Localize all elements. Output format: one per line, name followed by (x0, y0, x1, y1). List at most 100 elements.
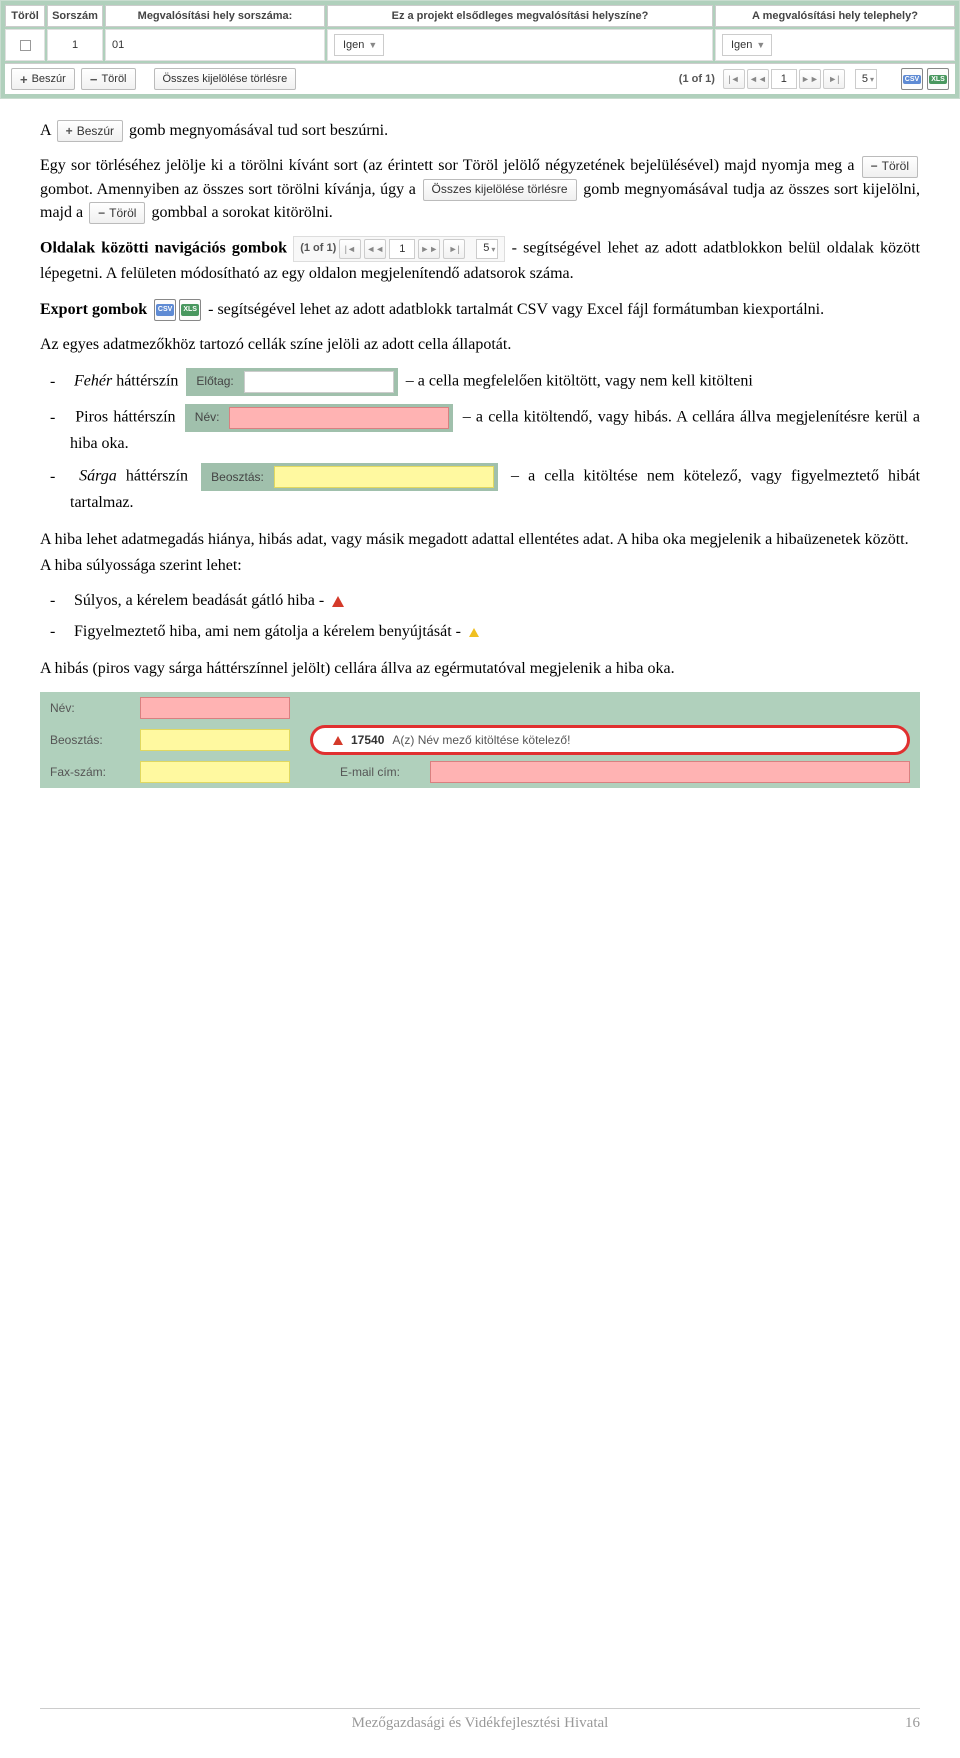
dropdown-telephely[interactable]: Igen▼ (722, 34, 772, 56)
th-hely: Megvalósítási hely sorszáma: (105, 5, 325, 27)
paragraph-error-desc: A hiba lehet adatmegadás hiánya, hibás a… (40, 528, 920, 551)
field-input-red[interactable] (229, 407, 449, 429)
export-icons: CSV XLS (901, 68, 949, 90)
inline-export-icons: CSV XLS (154, 299, 201, 321)
pager: (1 of 1) |◄ ◄◄ 1 ►► ►| 5▾ (673, 69, 877, 89)
text-span: - segítségével lehet az adott adatblokk … (208, 301, 824, 318)
field-label: Név: (185, 409, 230, 426)
text-span: gomb megnyomásával tud sort beszúrni. (129, 122, 388, 139)
text-span: Figyelmeztető hiba, ami nem gátolja a ké… (74, 623, 465, 640)
pager-size-value: 5 (862, 73, 868, 85)
inline-selectall-button[interactable]: Összes kijelölése törlésre (423, 179, 577, 201)
csv-label: CSV (156, 304, 174, 316)
pager-next-button[interactable]: ►► (799, 69, 821, 89)
insert-button[interactable]: + Beszúr (11, 68, 75, 90)
btn-label: Beszúr (77, 123, 114, 140)
text-span: Piros háttérszín (75, 409, 181, 426)
list-item-warning: Figyelmeztető hiba, ami nem gátolja a ké… (70, 620, 920, 643)
error-row-nev: Név: (40, 692, 920, 724)
btn-label: Összes kijelölése törlésre (432, 181, 568, 198)
field-input-yellow[interactable] (140, 761, 290, 783)
data-table-block: Töröl Sorszám Megvalósítási hely sorszám… (0, 0, 960, 99)
pager-current-page[interactable]: 1 (771, 69, 797, 89)
text-span: háttérszín (116, 373, 182, 390)
field-input-red[interactable] (140, 697, 290, 719)
text-span: Súlyos, a kérelem beadását gátló hiba - (74, 592, 328, 609)
plus-icon: + (20, 73, 28, 86)
csv-label: CSV (903, 75, 921, 84)
pager-size-select[interactable]: 5▾ (476, 239, 498, 259)
chevron-down-icon: ▼ (368, 40, 377, 50)
pager-last-button[interactable]: ►| (443, 239, 465, 259)
error-row-fax: Fax-szám: E-mail cím: (40, 756, 920, 788)
text-span: gombot. Amennyiben az összes sort töröln… (40, 181, 421, 198)
text-span-italic: Sárga (79, 468, 117, 485)
plus-icon: + (66, 123, 73, 140)
paragraph-severity: A hiba súlyossága szerint lehet: (40, 554, 920, 577)
field-label: Beosztás: (50, 733, 120, 747)
pager-size-select[interactable]: 5▾ (855, 69, 877, 89)
pager-first-button[interactable]: |◄ (339, 239, 361, 259)
field-input-yellow[interactable] (140, 729, 290, 751)
dropdown-value: Igen (343, 39, 364, 51)
select-all-delete-button[interactable]: Összes kijelölése törlésre (154, 68, 297, 90)
field-input-yellow[interactable] (274, 466, 494, 488)
error-row-beosztas: Beosztás: 17540 A(z) Név mező kitöltése … (40, 724, 920, 756)
inline-delete-button[interactable]: −Töröl (862, 156, 918, 178)
export-csv-button[interactable]: CSV (901, 68, 923, 90)
delete-button[interactable]: −Töröl (81, 68, 136, 90)
th-elsodleges: Ez a projekt elsődleges megvalósítási he… (327, 5, 713, 27)
field-input-white[interactable] (244, 371, 394, 393)
insert-label: Beszúr (32, 73, 66, 85)
error-tooltip: 17540 A(z) Név mező kitöltése kötelező! (310, 725, 910, 755)
text-span: háttérszín (126, 468, 197, 485)
pager-last-button[interactable]: ►| (823, 69, 845, 89)
footer-org: Mezőgazdasági és Vidékfejlesztési Hivata… (40, 1715, 920, 1732)
pager-text: (1 of 1) (300, 241, 336, 257)
paragraph-colors-intro: Az egyes adatmezőkhöz tartozó cellák szí… (40, 333, 920, 356)
export-xls-button[interactable]: XLS (927, 68, 949, 90)
field-example-yellow: Beosztás: (201, 463, 498, 491)
delete-label: Töröl (101, 73, 126, 85)
cell-telephely: Igen▼ (715, 29, 955, 61)
paragraph-insert: A +Beszúr gomb megnyomásával tud sort be… (40, 119, 920, 142)
btn-label: Töröl (882, 158, 909, 175)
text-span-italic: Fehér (74, 373, 112, 390)
paragraph-nav: Oldalak közötti navigációs gombok (1 of … (40, 236, 920, 285)
pager-next-button[interactable]: ►► (418, 239, 440, 259)
field-label: Előtag: (186, 373, 243, 390)
text-span: gombbal a sorokat kitörölni. (151, 204, 332, 221)
cell-torol-checkbox[interactable] (5, 29, 45, 61)
export-xls-button[interactable]: XLS (179, 299, 201, 321)
pager-first-button[interactable]: |◄ (723, 69, 745, 89)
pager-prev-button[interactable]: ◄◄ (364, 239, 386, 259)
th-torol: Töröl (5, 5, 45, 27)
document-body: A +Beszúr gomb megnyomásával tud sort be… (0, 119, 960, 1758)
field-input-red[interactable] (430, 761, 910, 783)
text-span: Egy sor törléséhez jelölje ki a törölni … (40, 157, 860, 174)
xls-label: XLS (181, 304, 199, 316)
error-code: 17540 (351, 733, 384, 747)
error-severe-icon (333, 736, 343, 745)
minus-icon: − (98, 205, 105, 222)
field-example-red: Név: (185, 404, 454, 432)
btn-label: Töröl (109, 205, 136, 222)
th-sorszam: Sorszám (47, 5, 103, 27)
checkbox-icon[interactable] (20, 40, 31, 51)
field-label: E-mail cím: (340, 765, 410, 779)
pager-prev-button[interactable]: ◄◄ (747, 69, 769, 89)
text-span-bold: Export gombok (40, 301, 151, 318)
table-footer: + Beszúr −Töröl Összes kijelölése törlésr… (5, 63, 955, 94)
field-label: Beosztás: (201, 469, 274, 486)
dropdown-value: Igen (731, 39, 752, 51)
inline-delete-button-2[interactable]: −Töröl (89, 202, 145, 224)
inline-insert-button[interactable]: +Beszúr (57, 120, 123, 142)
error-message: A(z) Név mező kitöltése kötelező! (392, 733, 570, 747)
cell-elsodleges: Igen ▼ (327, 29, 713, 61)
pager-current[interactable]: 1 (389, 239, 415, 259)
page-footer: Mezőgazdasági és Vidékfejlesztési Hivata… (40, 1708, 920, 1732)
footer-page-number: 16 (905, 1715, 920, 1732)
export-csv-button[interactable]: CSV (154, 299, 176, 321)
cell-hely: 01 (105, 29, 325, 61)
dropdown-elsodleges[interactable]: Igen ▼ (334, 34, 384, 56)
